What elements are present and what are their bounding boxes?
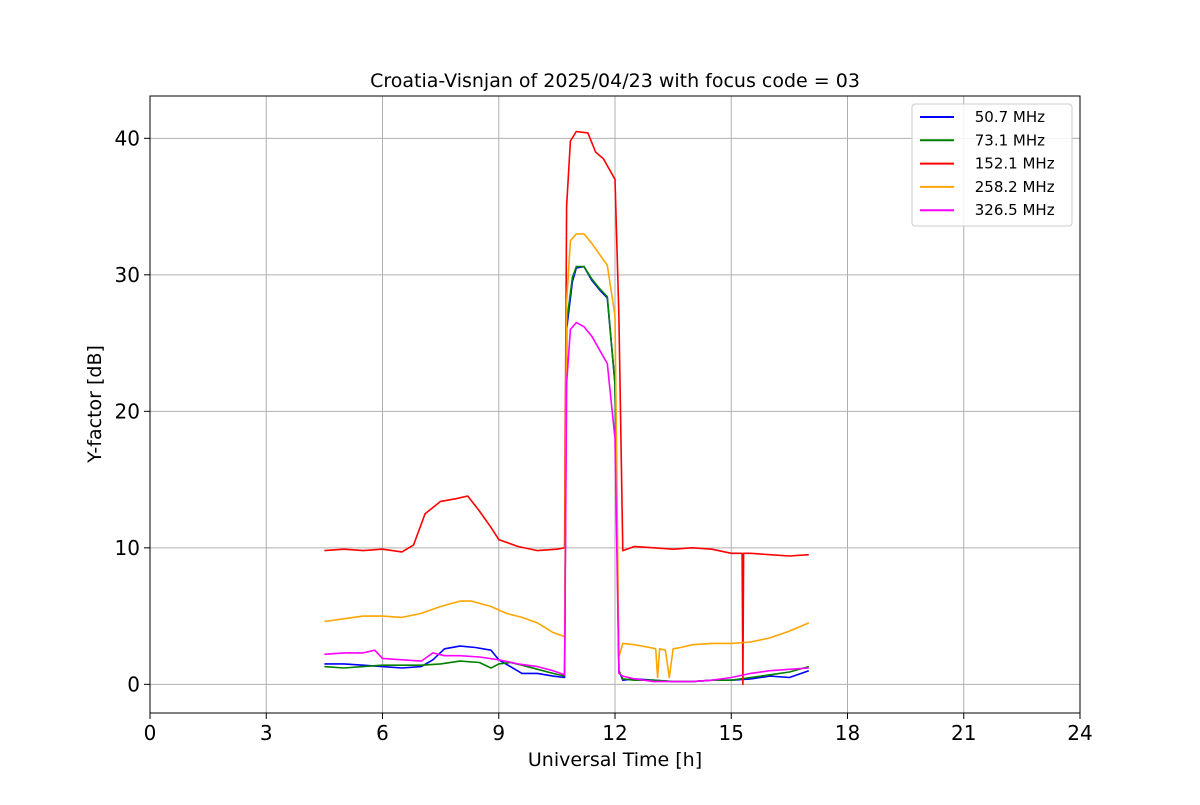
x-tick-label: 21 bbox=[951, 721, 976, 745]
x-tick-label: 3 bbox=[260, 721, 273, 745]
chart-title: Croatia-Visnjan of 2025/04/23 with focus… bbox=[370, 70, 860, 92]
x-tick-label: 24 bbox=[1067, 721, 1092, 745]
series-lines bbox=[324, 130, 810, 686]
x-tick-label: 0 bbox=[144, 721, 157, 745]
series-line-3 bbox=[324, 130, 809, 686]
y-tick-label: 30 bbox=[115, 263, 140, 287]
legend-label: 326.5 MHz bbox=[970, 201, 1055, 219]
x-tick-label: 15 bbox=[719, 721, 744, 745]
legend: 50.7 MHz 73.1 MHz 152.1 MHz 258.2 MHz 32… bbox=[911, 103, 1073, 227]
series-line-4 bbox=[324, 233, 810, 679]
y-axis-label: Y-factor [dB] bbox=[84, 345, 106, 464]
y-tick-label: 20 bbox=[115, 399, 140, 423]
x-axis-label: Universal Time [h] bbox=[528, 749, 702, 771]
x-tick-label: 12 bbox=[602, 721, 627, 745]
series-line-5 bbox=[324, 321, 809, 683]
x-axis-ticks: 0 3 6 9 12 15 18 21 24 bbox=[144, 713, 1093, 745]
y-tick-label: 40 bbox=[115, 126, 140, 150]
legend-label: 50.7 MHz bbox=[970, 108, 1045, 126]
legend-label: 152.1 MHz bbox=[970, 155, 1055, 173]
x-tick-label: 18 bbox=[835, 721, 860, 745]
y-tick-label: 10 bbox=[115, 536, 140, 560]
legend-box bbox=[911, 103, 1073, 227]
legend-items: 50.7 MHz 73.1 MHz 152.1 MHz 258.2 MHz 32… bbox=[920, 108, 1055, 219]
y-tick-label: 0 bbox=[127, 672, 140, 696]
legend-label: 73.1 MHz bbox=[970, 131, 1045, 149]
y-axis-ticks: 0 10 20 30 40 bbox=[115, 126, 150, 696]
x-tick-label: 9 bbox=[492, 721, 505, 745]
legend-label: 258.2 MHz bbox=[970, 178, 1055, 196]
x-tick-label: 6 bbox=[376, 721, 389, 745]
